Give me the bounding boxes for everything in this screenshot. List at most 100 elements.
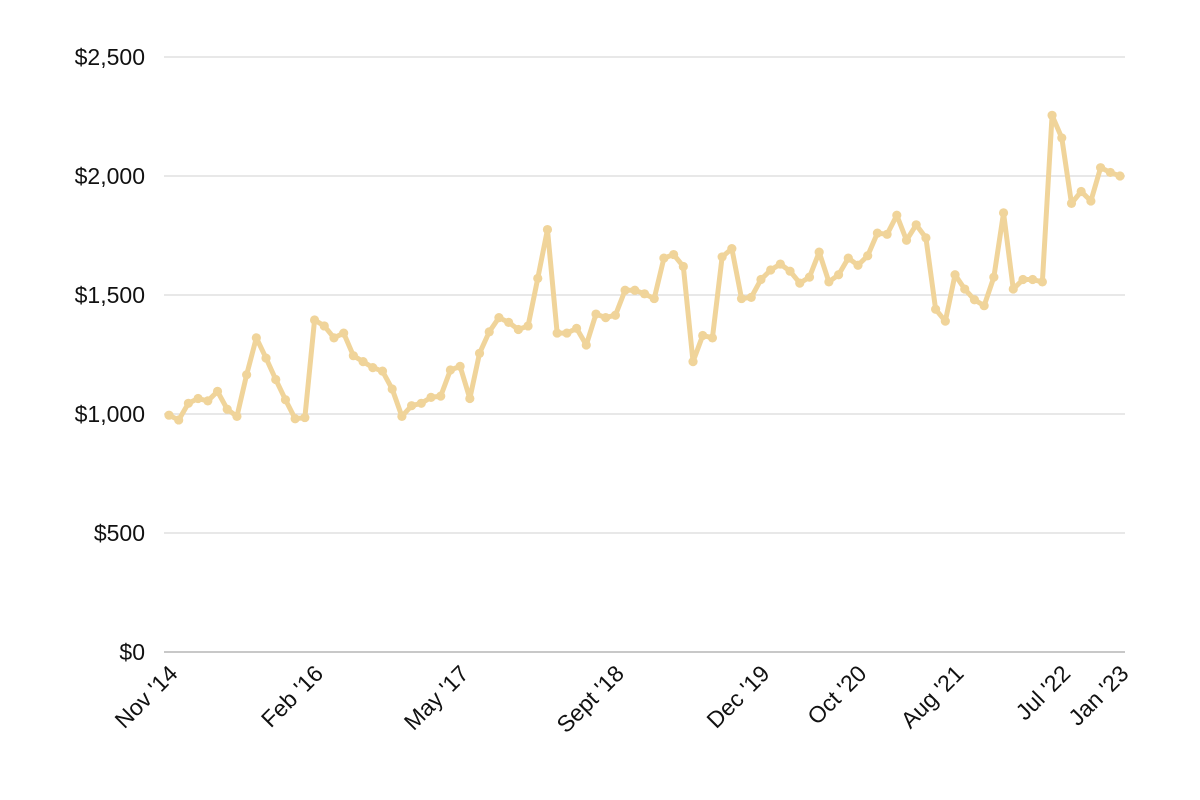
data-point (387, 384, 397, 394)
data-point (833, 270, 844, 280)
data-point (1018, 274, 1028, 285)
data-point (649, 293, 659, 304)
data-point (1095, 163, 1106, 173)
data-point (707, 333, 718, 343)
data-point (989, 272, 999, 282)
data-point (659, 253, 669, 263)
data-point (1105, 167, 1115, 178)
series-line (166, 112, 1123, 423)
y-tick-label: $500 (94, 520, 145, 546)
data-point (746, 292, 756, 302)
data-point (1115, 171, 1125, 181)
data-point (960, 284, 970, 294)
x-tick-label: Sept '18 (551, 660, 629, 738)
data-point (639, 289, 650, 299)
x-tick-label: Aug '21 (896, 660, 969, 733)
data-point (319, 321, 329, 331)
data-points (164, 110, 1125, 425)
data-point (727, 243, 737, 254)
data-point (455, 361, 465, 371)
data-point (445, 365, 456, 375)
data-point (804, 272, 815, 282)
data-point (824, 277, 834, 287)
x-axis-tick-labels: Nov '14 Feb '16 May '17 Sept '18 Dec '19 Oct … (110, 660, 1134, 738)
data-point (940, 316, 950, 326)
data-point (843, 253, 853, 263)
data-point (931, 304, 941, 314)
data-point (775, 259, 785, 269)
data-point (1028, 274, 1038, 285)
data-point (998, 208, 1009, 218)
data-point (426, 392, 436, 402)
data-point (397, 411, 407, 421)
data-point (300, 412, 310, 423)
data-point (222, 404, 232, 414)
data-point (562, 328, 572, 338)
data-point (377, 366, 388, 376)
data-point (979, 301, 989, 311)
data-point (688, 357, 698, 367)
data-point (474, 348, 485, 358)
data-point (1037, 277, 1047, 287)
data-point (591, 309, 601, 319)
data-point (407, 401, 417, 411)
data-point (348, 351, 358, 361)
data-point (484, 327, 494, 337)
data-point (1057, 133, 1067, 143)
data-point (465, 393, 475, 404)
data-point (581, 340, 591, 350)
grid-lines (164, 56, 1125, 653)
y-tick-label: $2,500 (75, 44, 145, 70)
data-point (620, 285, 630, 295)
data-point (601, 313, 611, 323)
data-point (678, 261, 688, 272)
y-tick-label: $1,500 (75, 282, 145, 308)
x-tick-label: Oct '20 (802, 660, 871, 729)
data-point (513, 324, 523, 335)
data-point (552, 328, 562, 338)
data-point (280, 395, 291, 405)
data-point (232, 411, 242, 421)
data-point (911, 220, 921, 230)
y-tick-label: $2,000 (75, 163, 145, 189)
data-point (1066, 198, 1077, 208)
data-point (242, 370, 252, 380)
data-point (416, 398, 426, 408)
data-point (339, 328, 349, 338)
data-point (863, 251, 873, 261)
x-tick-label: Nov '14 (110, 660, 183, 733)
data-point (494, 313, 504, 323)
series-layer (166, 112, 1123, 423)
data-point (950, 270, 960, 280)
data-point (1086, 196, 1096, 206)
data-point (164, 410, 174, 420)
x-tick-label: May '17 (399, 660, 474, 735)
data-point (193, 393, 203, 404)
data-point (1076, 186, 1086, 197)
data-point (436, 391, 446, 401)
data-point (795, 278, 805, 288)
data-point (717, 252, 727, 262)
data-point (736, 293, 747, 304)
data-point (261, 353, 271, 363)
data-point (542, 224, 553, 235)
data-point (853, 260, 863, 270)
data-point (756, 274, 766, 285)
data-point (766, 265, 776, 275)
y-tick-label: $0 (119, 639, 145, 665)
data-point (368, 362, 378, 373)
data-point (290, 414, 300, 424)
data-point (882, 229, 892, 239)
data-point (1047, 110, 1057, 120)
x-tick-label: Dec '19 (701, 660, 774, 733)
data-point (183, 398, 194, 408)
x-tick-label: Jan '23 (1063, 660, 1133, 730)
data-point (892, 210, 902, 220)
data-point (358, 357, 368, 367)
data-point (523, 321, 533, 331)
data-point (872, 228, 883, 238)
data-point (329, 333, 339, 343)
data-point (921, 233, 931, 243)
data-point (533, 273, 543, 283)
